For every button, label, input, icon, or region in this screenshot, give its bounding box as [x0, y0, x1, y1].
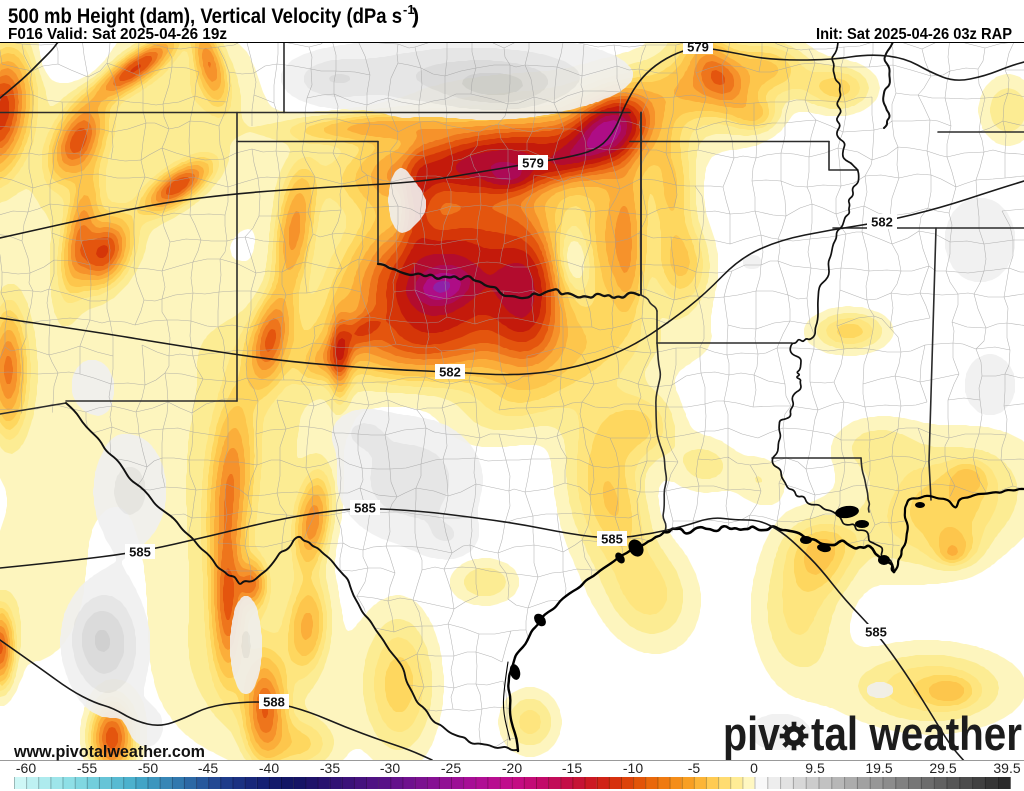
svg-text:-55: -55 [77, 760, 97, 776]
svg-text:F016 Valid: Sat 2025-04-26 19z: F016 Valid: Sat 2025-04-26 19z [8, 26, 227, 43]
svg-text:www.pivotalweather.com: www.pivotalweather.com [13, 742, 205, 761]
svg-text:tal weather: tal weather [811, 707, 1022, 760]
svg-text:579: 579 [522, 156, 544, 171]
svg-text:585: 585 [601, 532, 623, 547]
svg-text:588: 588 [263, 695, 285, 710]
svg-text:579: 579 [687, 40, 709, 55]
svg-text:19.5: 19.5 [865, 760, 892, 776]
svg-text:-35: -35 [320, 760, 340, 776]
svg-text:585: 585 [129, 545, 151, 560]
svg-text:9.5: 9.5 [805, 760, 825, 776]
svg-text:-50: -50 [138, 760, 158, 776]
svg-text:0: 0 [750, 760, 758, 776]
svg-text:-10: -10 [623, 760, 643, 776]
svg-text:582: 582 [871, 215, 893, 230]
svg-text:piv: piv [723, 707, 780, 760]
svg-text:Init: Sat 2025-04-26 03z RAP: Init: Sat 2025-04-26 03z RAP [816, 26, 1012, 43]
svg-text:500 mb Height (dam), Vertical: 500 mb Height (dam), Vertical Velocity (… [8, 4, 402, 28]
svg-text:-25: -25 [441, 760, 461, 776]
svg-text:39.5: 39.5 [993, 760, 1020, 776]
svg-text:-5: -5 [688, 760, 701, 776]
svg-text:): ) [412, 4, 419, 28]
svg-text:582: 582 [439, 365, 461, 380]
svg-text:-40: -40 [259, 760, 279, 776]
svg-text:585: 585 [354, 501, 376, 516]
svg-text:585: 585 [865, 625, 887, 640]
svg-text:-20: -20 [502, 760, 522, 776]
svg-text:-30: -30 [380, 760, 400, 776]
svg-text:-1: -1 [403, 2, 415, 17]
svg-text:29.5: 29.5 [929, 760, 956, 776]
svg-text:-60: -60 [16, 760, 36, 776]
svg-text:-45: -45 [198, 760, 218, 776]
svg-text:-15: -15 [562, 760, 582, 776]
